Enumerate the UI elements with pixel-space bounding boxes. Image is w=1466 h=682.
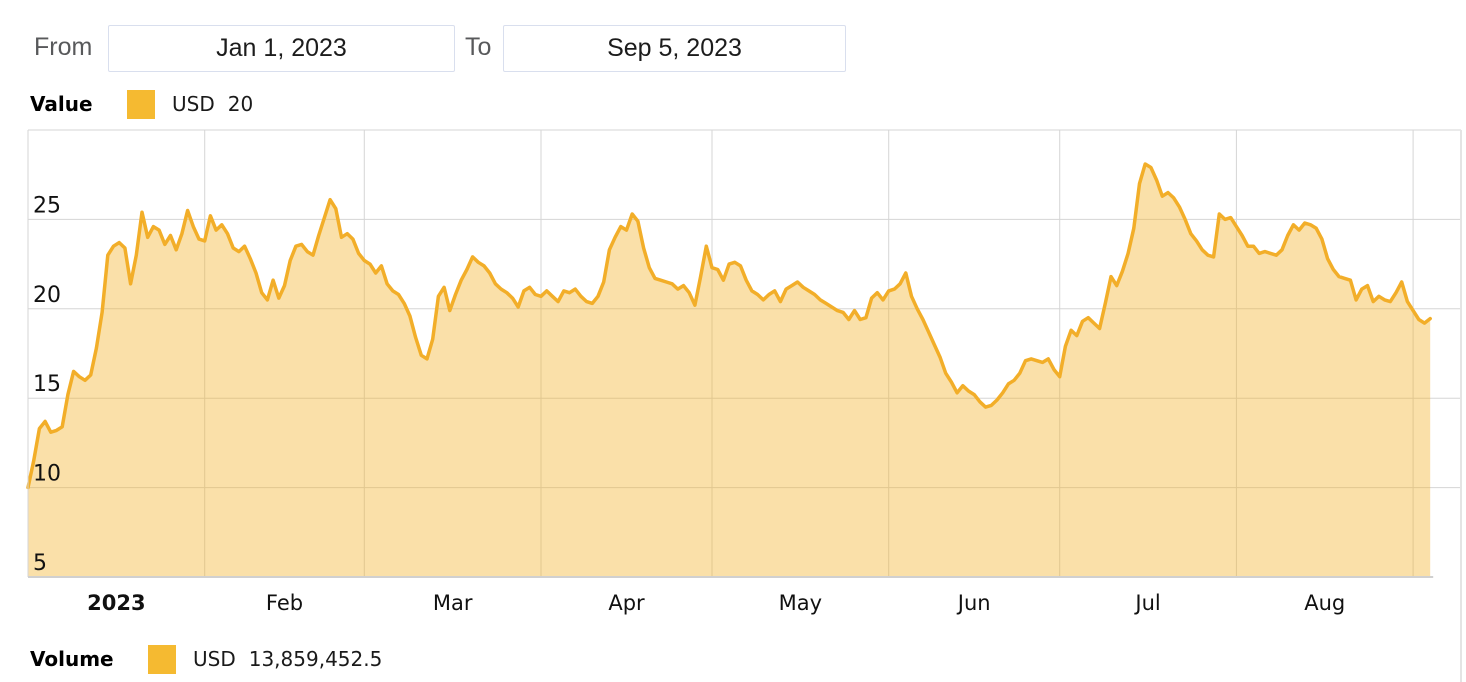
value-amount: 20 [227,92,254,116]
volume-legend: Volume USD 13,859,452.5 [30,642,382,676]
from-date-input[interactable] [108,25,455,72]
x-axis-label: Mar [433,591,473,615]
value-series-swatch [127,89,155,119]
x-axis-label: Aug [1304,591,1345,615]
to-date-input[interactable] [503,25,846,72]
y-axis-label: 10 [33,462,61,487]
x-axis-label: Jul [1133,591,1160,615]
volume-legend-label: Volume [30,647,114,671]
value-area-fill [28,164,1431,577]
volume-currency: USD [193,647,236,671]
value-line [26,162,1432,490]
to-label: To [465,33,492,61]
x-axis-label: Apr [608,591,645,615]
volume-amount: 13,859,452.5 [248,647,383,671]
x-axis-label: Feb [266,591,303,615]
from-label: From [34,33,93,61]
y-axis-label: 20 [33,283,61,308]
y-axis-label: 5 [33,551,47,576]
y-axis-label: 25 [33,193,61,218]
value-legend-label: Value [30,92,93,116]
value-legend: Value USD 20 [30,88,253,120]
x-axis-label: 2023 [87,591,145,615]
x-axis-label: May [779,591,822,615]
volume-series-swatch [148,644,176,674]
y-axis-label: 15 [33,372,61,397]
value-currency: USD [172,92,215,116]
x-axis-label: Jun [956,591,991,615]
